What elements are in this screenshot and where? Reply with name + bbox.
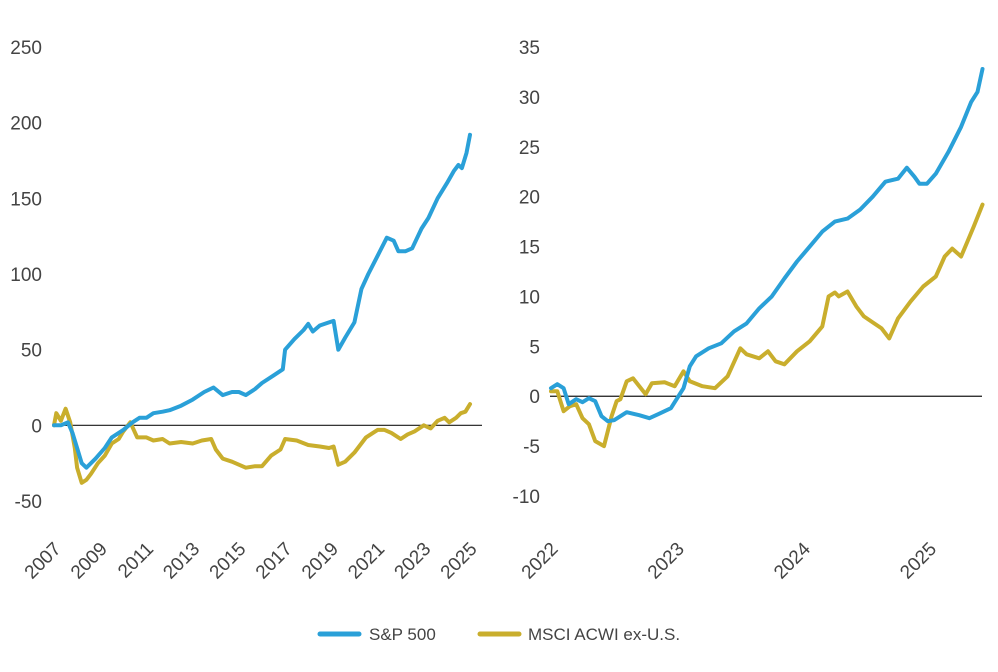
legend-label-acwi: MSCI ACWI ex-U.S. [528, 625, 680, 644]
right-x-tick-label: 2022 [518, 539, 563, 584]
left-x-tick-label: 2009 [67, 539, 112, 584]
left-x-tick-label: 2007 [21, 539, 66, 584]
right-y-tick-label: 0 [529, 387, 540, 408]
left-y-tick-label: 150 [10, 189, 42, 210]
left-y-tick-label: 250 [10, 38, 42, 59]
left-x-tick-label: 2015 [206, 539, 251, 584]
left-x-tick-label: 2025 [437, 539, 482, 584]
right-y-tick-label: 20 [519, 188, 540, 209]
left-series-line-acwi [52, 402, 472, 485]
left-y-tick-label: -50 [15, 492, 42, 513]
right-x-tick-label: 2024 [770, 538, 815, 583]
left-x-tick-label: 2023 [391, 539, 436, 584]
right-y-tick-label: 15 [519, 238, 540, 259]
right-y-tick-label: 10 [519, 287, 540, 308]
left-series-line-sp500 [52, 132, 472, 470]
left-y-tick-label: 200 [10, 114, 42, 135]
right-y-tick-label: 30 [519, 88, 540, 109]
right-chart: 35 30 25 20 15 10 5 0 -5 -10 2022 2023 2024 2025 [513, 38, 985, 584]
left-y-tick-label: 100 [10, 265, 42, 286]
right-y-tick-label: 35 [519, 38, 540, 59]
right-y-tick-label: 25 [519, 138, 540, 159]
right-series-line-sp500 [549, 67, 985, 424]
right-y-tick-label: 5 [529, 337, 540, 358]
left-y-tick-label: 0 [31, 416, 42, 437]
right-x-tick-label: 2025 [896, 539, 941, 584]
right-y-tick-label: -5 [523, 437, 540, 458]
right-x-tick-label: 2023 [644, 539, 689, 584]
left-x-tick-label: 2013 [159, 539, 204, 584]
right-y-tick-label: -10 [513, 487, 540, 508]
left-x-tick-label: 2011 [114, 539, 158, 583]
legend-label-sp500: S&P 500 [369, 625, 436, 644]
left-x-tick-label: 2019 [298, 539, 343, 584]
right-series-line-acwi [549, 202, 985, 449]
legend: S&P 500 MSCI ACWI ex-U.S. [317, 625, 680, 644]
left-x-tick-label: 2017 [252, 539, 297, 584]
left-x-tick-label: 2021 [344, 539, 389, 584]
left-y-tick-label: 50 [21, 341, 42, 362]
